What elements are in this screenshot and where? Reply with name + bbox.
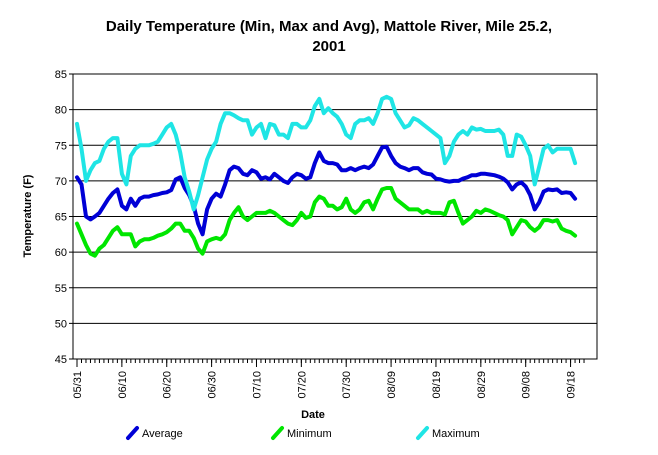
x-tick-label-10: 09/08 <box>521 371 533 399</box>
chart-title-line-1: Daily Temperature (Min, Max and Avg), Ma… <box>106 18 552 35</box>
x-tick-label-8: 08/19 <box>431 371 443 399</box>
x-tick-label-0: 05/31 <box>72 371 84 399</box>
y-tick-label-0: 45 <box>55 354 67 366</box>
y-tick-label-4: 65 <box>55 212 67 224</box>
x-tick-label-1: 06/10 <box>117 371 129 399</box>
legend-swatch-minimum <box>271 426 284 440</box>
x-tick-label-7: 08/09 <box>386 371 398 399</box>
x-tick-label-3: 06/30 <box>207 371 219 399</box>
y-tick-label-5: 70 <box>55 176 67 188</box>
y-tick-label-1: 50 <box>55 318 67 330</box>
plot-frame <box>72 73 598 360</box>
y-tick-label-2: 55 <box>55 283 67 295</box>
x-tick-label-11: 09/18 <box>566 371 578 399</box>
x-tick-label-9: 08/29 <box>476 371 488 399</box>
legend-label-minimum: Minimum <box>287 428 332 440</box>
y-tick-label-8: 85 <box>55 69 67 81</box>
y-tick-label-7: 80 <box>55 105 67 117</box>
legend: Average Minimum Maximum <box>126 426 480 440</box>
y-tick-label-3: 60 <box>55 247 67 259</box>
x-tick-label-6: 07/30 <box>341 371 353 399</box>
legend-swatch-maximum <box>416 426 429 440</box>
legend-swatch-average <box>126 426 139 440</box>
series-maximum-line <box>75 94 578 212</box>
series-average-line <box>75 144 578 237</box>
y-tick-label-6: 75 <box>55 140 67 152</box>
x-tick-label-5: 07/20 <box>296 371 308 399</box>
x-tick-label-2: 06/20 <box>162 371 174 399</box>
x-tick-label-4: 07/10 <box>251 371 263 399</box>
series-lines <box>75 94 578 258</box>
x-axis-label: Date <box>301 409 325 421</box>
legend-label-maximum: Maximum <box>432 428 480 440</box>
legend-label-average: Average <box>142 428 183 440</box>
y-tick-labels: 45 50 55 60 65 70 75 80 85 <box>55 69 73 366</box>
y-axis-label: Temperature (F) <box>22 174 34 257</box>
series-minimum-line <box>75 186 578 258</box>
x-tick-marks: 05/31 06/10 06/20 06/30 07/10 07/20 07/30 08/09… <box>72 359 585 399</box>
gridlines <box>73 109 597 324</box>
chart-title-line-2: 2001 <box>312 38 345 55</box>
